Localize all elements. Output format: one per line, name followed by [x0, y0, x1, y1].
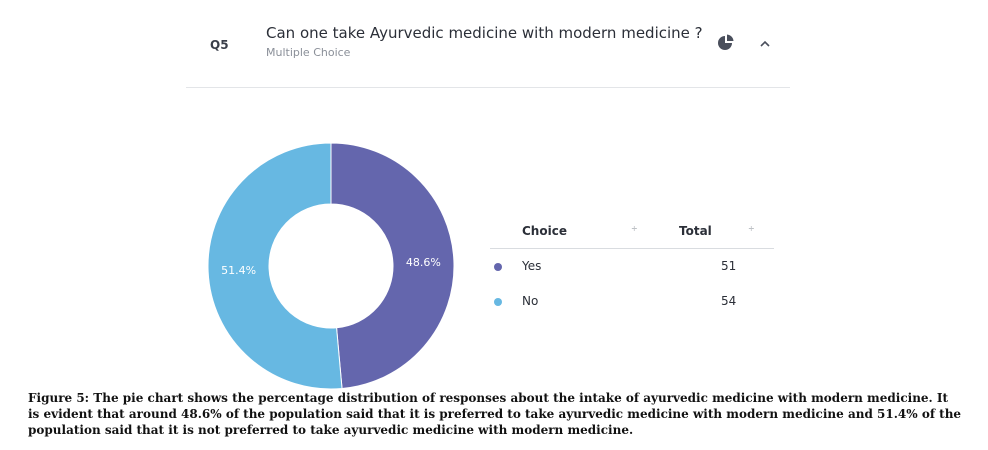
chevron-up-icon[interactable] — [757, 36, 773, 50]
table-row-yes: Yes 51 — [490, 249, 774, 284]
table-row-no: No 54 — [490, 284, 774, 319]
question-title: Can one take Ayurvedic medicine with mod… — [266, 24, 703, 42]
sort-choice-icon[interactable]: ÷ — [631, 224, 638, 233]
pie-chart-icon[interactable] — [716, 33, 736, 53]
figure-caption: Figure 5: The pie chart shows the percen… — [28, 391, 962, 437]
row-total: 54 — [721, 294, 737, 308]
legend-dot-yes — [494, 263, 502, 271]
question-type: Multiple Choice — [266, 46, 351, 59]
results-table: Choice ÷ Total ÷ Yes 51 No 54 — [490, 218, 774, 319]
slice-label-no: 51.4% — [221, 264, 256, 277]
legend-dot-no — [494, 298, 502, 306]
header-divider — [186, 87, 790, 88]
pie-slice-yes — [330, 142, 455, 390]
total-column-header: Total — [679, 224, 712, 238]
slice-label-yes: 48.6% — [406, 256, 441, 269]
choice-column-header: Choice — [522, 224, 567, 238]
row-label: No — [522, 294, 539, 308]
row-label: Yes — [522, 259, 542, 273]
sort-total-icon[interactable]: ÷ — [748, 224, 755, 233]
row-total: 51 — [721, 259, 737, 273]
pie-slice-no — [207, 142, 343, 390]
table-header: Choice ÷ Total ÷ — [490, 218, 774, 249]
question-number: Q5 — [210, 38, 229, 52]
